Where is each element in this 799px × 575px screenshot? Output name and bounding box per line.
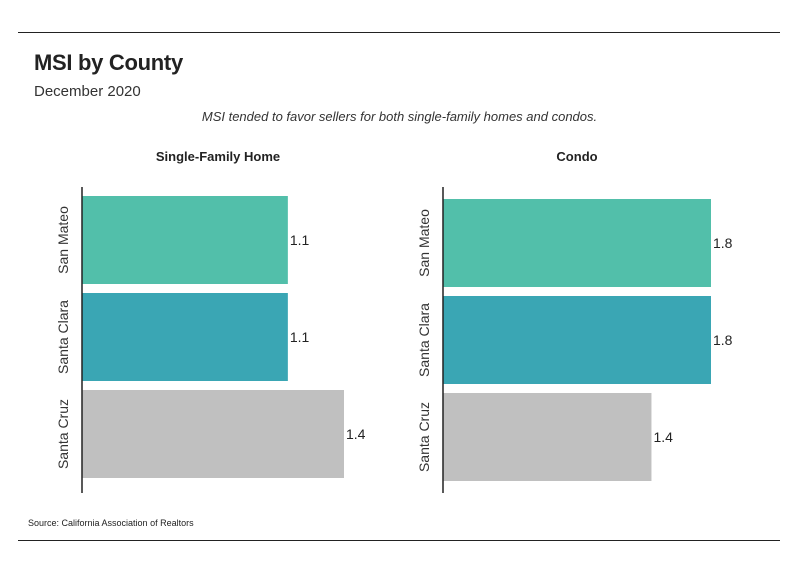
panel-title: Condo	[556, 149, 597, 164]
value-label-santa-clara: 1.1	[290, 329, 310, 345]
value-label-santa-cruz: 1.4	[653, 429, 673, 445]
panel-title: Single-Family Home	[156, 149, 280, 164]
panel-single-family: Single-Family Home 1.1 San Mateo 1.1 Santa C…	[55, 149, 366, 493]
bar-santa-clara	[82, 293, 288, 381]
value-label-san-mateo: 1.1	[290, 232, 310, 248]
value-label-santa-cruz: 1.4	[346, 426, 366, 442]
bar-san-mateo	[82, 196, 288, 284]
top-rule	[18, 32, 780, 33]
source-note: Source: California Association of Realto…	[28, 518, 194, 528]
category-label-santa-clara: Santa Clara	[416, 303, 432, 377]
chart-title: MSI by County	[34, 50, 183, 75]
chart-subtitle: December 2020	[34, 83, 141, 100]
bar-san-mateo	[443, 199, 711, 287]
chart-note: MSI tended to favor sellers for both sin…	[201, 109, 598, 124]
bar-santa-clara	[443, 296, 711, 384]
bar-santa-cruz	[82, 390, 344, 478]
panel-condo: Condo 1.8 San Mateo 1.8 Santa Clara 1.4 Santa …	[416, 149, 733, 493]
category-label-santa-cruz: Santa Cruz	[416, 402, 432, 472]
bottom-rule	[18, 540, 780, 541]
category-label-santa-clara: Santa Clara	[55, 300, 71, 374]
value-label-santa-clara: 1.8	[713, 332, 733, 348]
category-label-san-mateo: San Mateo	[416, 209, 432, 277]
value-label-san-mateo: 1.8	[713, 235, 733, 251]
bar-santa-cruz	[443, 393, 652, 481]
category-label-santa-cruz: Santa Cruz	[55, 399, 71, 469]
category-label-san-mateo: San Mateo	[55, 206, 71, 274]
